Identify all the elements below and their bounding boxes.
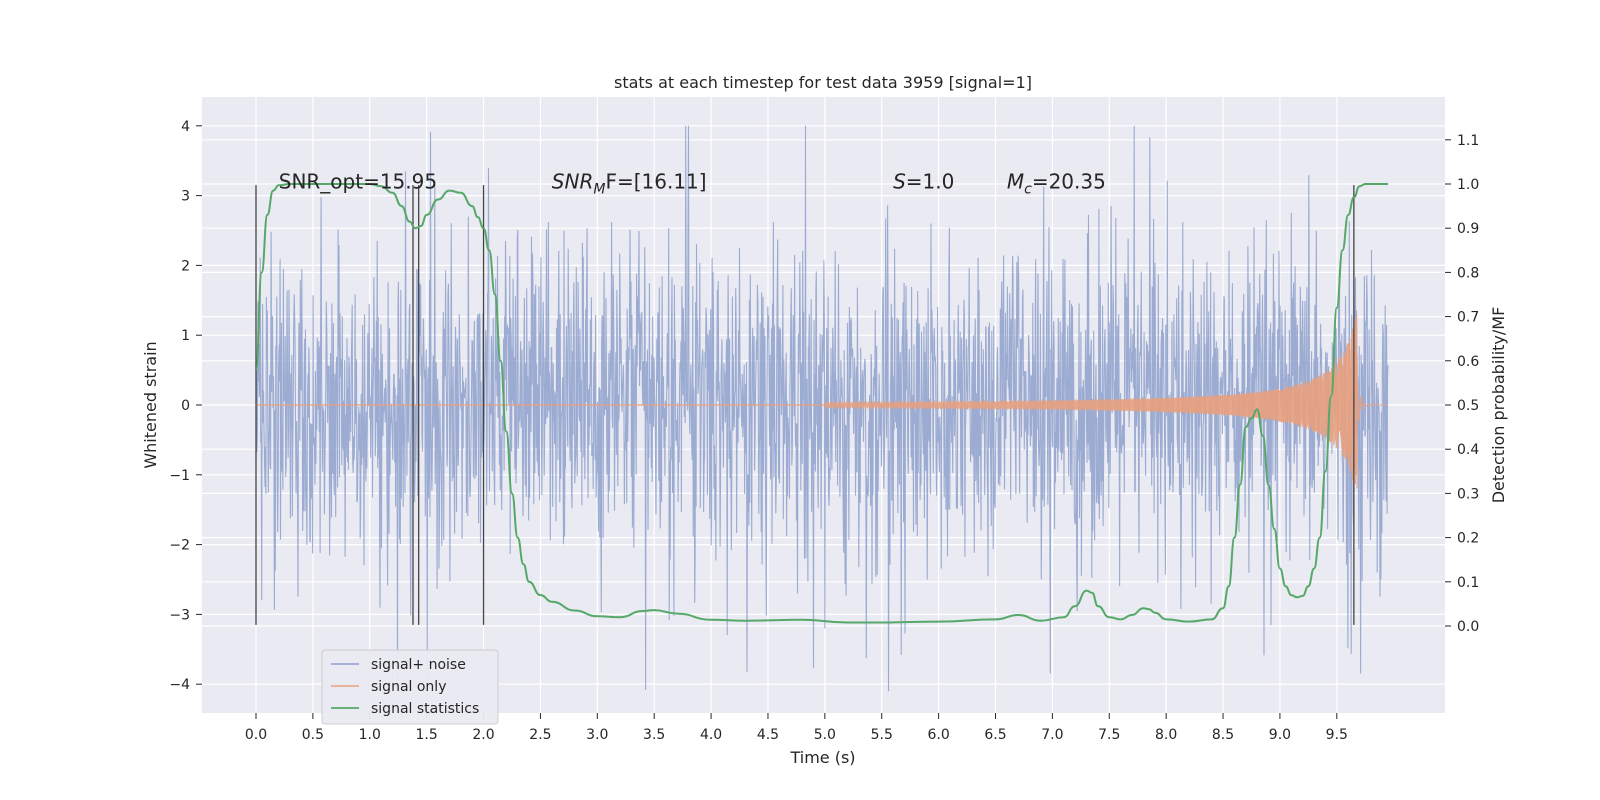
signal-statistics-series	[255, 183, 1388, 624]
x-tick-label: 2.0	[472, 727, 494, 743]
x-tick-label: 5.0	[814, 727, 836, 743]
x-tick-label: 2.5	[529, 727, 551, 743]
annotation: Mc=20.35	[1007, 170, 1106, 198]
y-left-tick-label: 2	[181, 258, 190, 274]
x-tick-label: 7.0	[1041, 727, 1063, 743]
vlines	[255, 185, 1355, 625]
y-right-tick-label: 0.6	[1457, 354, 1479, 370]
y-right-axis-ticks: 1.1 1.0 0.9 0.8 0.7 0.6 0.5 0.4 0.3 0.2 0.1 0.0	[1445, 133, 1479, 635]
signal-noise-series	[255, 125, 1389, 692]
legend-label-signal-statistics: signal statistics	[371, 701, 479, 717]
x-tick-label: 3.5	[643, 727, 665, 743]
y-right-tick-label: 0.4	[1457, 442, 1479, 458]
x-axis-label: Time (s)	[789, 748, 855, 767]
y-right-tick-label: 0.5	[1457, 398, 1479, 414]
legend-label-signal-only: signal only	[371, 679, 446, 695]
signal-statistics-line	[255, 183, 1388, 624]
y-left-axis-ticks: 4 3 2 1 0 −1 −2 −3 −4	[169, 119, 202, 693]
x-tick-label: 1.5	[416, 727, 438, 743]
legend: signal+ noise signal only signal statist…	[321, 649, 499, 725]
x-tick-label: 0.5	[302, 727, 324, 743]
x-tick-label: 7.5	[1098, 727, 1120, 743]
signal-noise-line	[255, 125, 1389, 692]
x-tick-label: 9.5	[1326, 727, 1348, 743]
y-right-tick-label: 0.7	[1457, 310, 1479, 326]
chart-title: stats at each timestep for test data 395…	[614, 73, 1032, 92]
x-tick-label: 6.0	[927, 727, 949, 743]
x-tick-label: 5.5	[871, 727, 893, 743]
y-right-tick-label: 0.3	[1457, 486, 1479, 502]
legend-box	[321, 649, 499, 725]
y-right-tick-label: 0.2	[1457, 531, 1479, 547]
y-right-tick-label: 1.0	[1457, 177, 1479, 193]
y-right-tick-label: 0.9	[1457, 221, 1479, 237]
y-left-tick-label: 0	[181, 398, 190, 414]
y-right-tick-label: 0.8	[1457, 265, 1479, 281]
y-right-tick-label: 0.0	[1457, 619, 1479, 635]
x-tick-label: 3.0	[586, 727, 608, 743]
annotations: SNR_opt=15.95 SNRMF=[16.11] S=1.0 Mc=20.35	[279, 170, 1106, 198]
y-right-tick-label: 1.1	[1457, 133, 1479, 149]
y-left-tick-label: −1	[169, 468, 190, 484]
y-left-tick-label: 1	[181, 328, 190, 344]
y-left-tick-label: −3	[169, 607, 190, 623]
x-tick-label: 9.0	[1269, 727, 1291, 743]
y-left-tick-label: 3	[181, 189, 190, 205]
annotation: SNRMF=[16.11]	[552, 170, 707, 198]
x-tick-label: 6.5	[984, 727, 1006, 743]
y-left-tick-label: −4	[169, 677, 190, 693]
y-left-tick-label: 4	[181, 119, 190, 135]
y-right-axis-label: Detection probability/MF	[1489, 307, 1508, 504]
x-tick-label: 4.5	[757, 727, 779, 743]
x-tick-label: 8.5	[1212, 727, 1234, 743]
y-right-tick-label: 0.1	[1457, 575, 1479, 591]
x-tick-label: 8.0	[1155, 727, 1177, 743]
y-left-axis-label: Whitened strain	[141, 341, 160, 468]
x-axis-ticks: 0.0 0.5 1.0 1.5 2.0 2.5 3.0 3.5 4.0 4.5 5.0 5.5 6.0 6…	[245, 713, 1348, 743]
legend-label-signal-noise: signal+ noise	[371, 657, 466, 673]
annotation: S=1.0	[893, 170, 954, 194]
annotation: SNR_opt=15.95	[279, 170, 437, 194]
x-tick-label: 4.0	[700, 727, 722, 743]
y-left-tick-label: −2	[169, 538, 190, 554]
x-tick-label: 1.0	[359, 727, 381, 743]
signal-only-series	[256, 314, 1388, 489]
signal-only-line	[824, 314, 1388, 489]
x-tick-label: 0.0	[245, 727, 267, 743]
